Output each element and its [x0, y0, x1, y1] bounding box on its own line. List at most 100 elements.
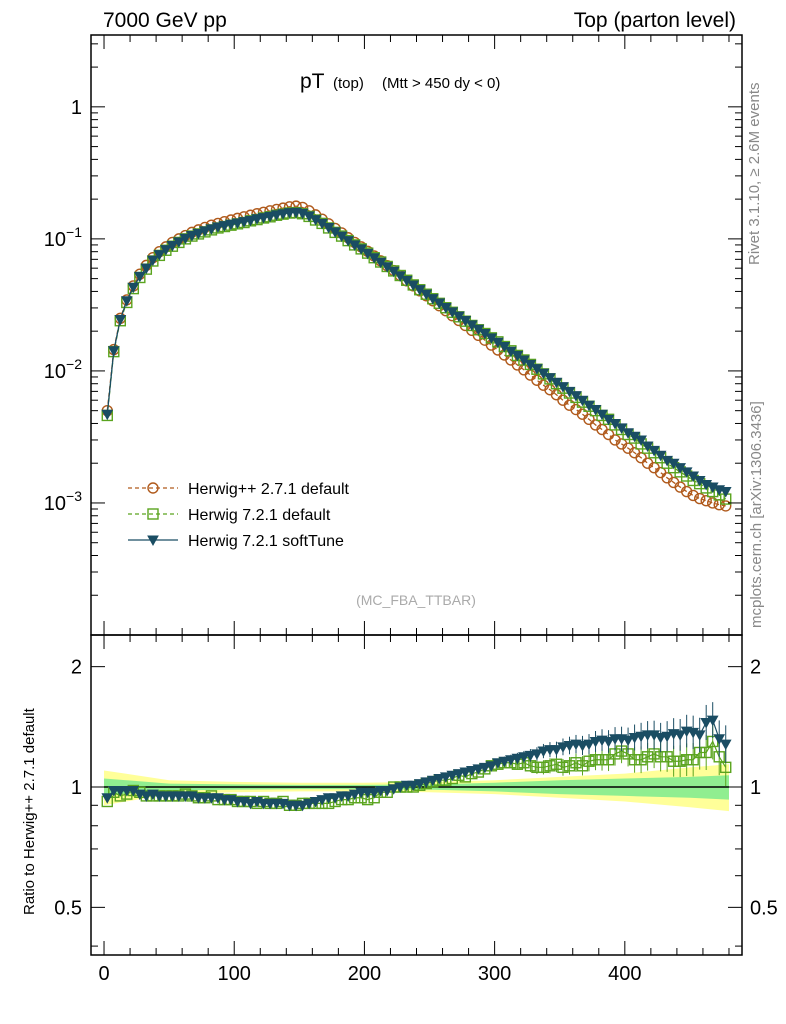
ratio-point: [661, 731, 673, 743]
main-point: [101, 409, 114, 421]
main-point: [218, 221, 231, 232]
main-point: [153, 250, 166, 261]
ratio-ytick-label-right: 0.5: [750, 897, 778, 919]
ratio-point: [719, 739, 732, 751]
main-point: [264, 211, 276, 223]
ratio-point: [309, 796, 322, 808]
ratio-point: [641, 751, 654, 763]
ratio-point: [420, 777, 433, 788]
ratio-ytick-label-right: 2: [750, 657, 761, 679]
main-point: [114, 315, 127, 326]
main-point: [270, 210, 283, 221]
legend-label: Herwig++ 2.7.1 default: [188, 481, 350, 498]
ratio-point: [329, 793, 341, 804]
main-point: [107, 346, 120, 357]
ratio-point: [498, 756, 511, 768]
ratio-point: [348, 789, 361, 801]
ratio-point: [576, 741, 589, 752]
main-point: [719, 487, 732, 498]
ratio-point: [303, 798, 315, 810]
main-ytick-label: 10−2: [44, 356, 82, 383]
ratio-point: [550, 745, 563, 756]
ratio-point: [713, 734, 726, 745]
ratio-point: [381, 786, 394, 797]
legend-marker: [147, 508, 159, 520]
ratio-point: [511, 753, 524, 765]
ratio-point: [706, 715, 719, 727]
main-point: [700, 495, 712, 507]
ratio-point: [492, 758, 504, 769]
ratio-point: [368, 787, 381, 799]
main-ytick-label: 10−3: [44, 488, 82, 515]
ratio-point: [426, 775, 439, 787]
main-point: [127, 282, 140, 294]
main-point: [609, 434, 621, 446]
ratio-point: [472, 764, 485, 775]
main-series-line: [106, 211, 727, 500]
watermark: (MC_FBA_TTBAR): [356, 592, 476, 608]
ratio-point: [452, 769, 465, 780]
ratio-point: [413, 779, 426, 790]
main-ytick-label: 10−1: [44, 224, 82, 251]
ratio-point: [446, 770, 459, 782]
main-series-2: [101, 207, 732, 498]
main-ytick-label: 1: [71, 97, 82, 119]
main-point: [693, 492, 706, 505]
ratio-point: [518, 752, 530, 763]
main-point: [557, 394, 569, 406]
ratio-point: [101, 793, 114, 804]
header-left: 7000 GeV pp: [103, 9, 227, 32]
ratio-point: [342, 791, 354, 802]
main-point: [173, 237, 185, 248]
main-point: [186, 231, 198, 242]
ratio-point: [602, 754, 615, 766]
ratio-point: [544, 760, 556, 772]
ratio-point: [654, 732, 667, 744]
main-point: [120, 296, 133, 307]
main-point: [133, 271, 146, 283]
ratio-point: [622, 735, 634, 747]
main-point: [720, 500, 732, 512]
legend-marker: [147, 482, 159, 494]
main-point: [192, 228, 205, 240]
ratio-point: [563, 741, 576, 752]
main-point: [524, 369, 537, 381]
ratio-xtick-label: 300: [478, 963, 511, 985]
ratio-point: [635, 731, 647, 743]
legend-label: Herwig 7.2.1 default: [188, 507, 331, 524]
ratio-xtick-label: 200: [348, 963, 381, 985]
ratio-point: [583, 739, 595, 751]
main-series-0: [101, 200, 732, 512]
ratio-ytick-label-left: 1: [71, 777, 82, 799]
legend-marker: [147, 535, 159, 547]
ratio-point: [583, 755, 595, 767]
header-right: Top (parton level): [573, 9, 736, 32]
main-point: [231, 218, 244, 229]
ratio-ytick-label-left: 0.5: [54, 897, 82, 919]
ratio-point: [140, 791, 153, 802]
main-point: [225, 219, 237, 231]
ratio-point: [537, 746, 550, 758]
title-top: (top): [333, 75, 364, 92]
ratio-series-1: [101, 702, 732, 812]
ratio-point: [589, 754, 602, 766]
ratio-point: [700, 746, 712, 759]
main-point: [707, 497, 719, 509]
main-point: [654, 450, 667, 462]
ratio-ylabel: Ratio to Herwig++ 2.7.1 default: [21, 708, 38, 915]
ratio-xtick-label: 400: [608, 963, 641, 985]
title-cut: (Mtt > 450 dy < 0): [382, 75, 500, 92]
ratio-point: [557, 761, 569, 774]
main-point: [583, 413, 595, 426]
ratio-point: [531, 761, 543, 774]
main-series-line: [106, 205, 726, 507]
main-point: [199, 226, 211, 237]
ratio-point: [687, 754, 699, 766]
main-point: [687, 489, 699, 502]
main-point: [140, 263, 153, 275]
rivet-label: Rivet 3.1.10, ≥ 2.6M events: [746, 82, 763, 266]
ratio-point: [693, 730, 706, 741]
ratio-point: [596, 754, 608, 766]
ratio-point: [439, 772, 452, 783]
